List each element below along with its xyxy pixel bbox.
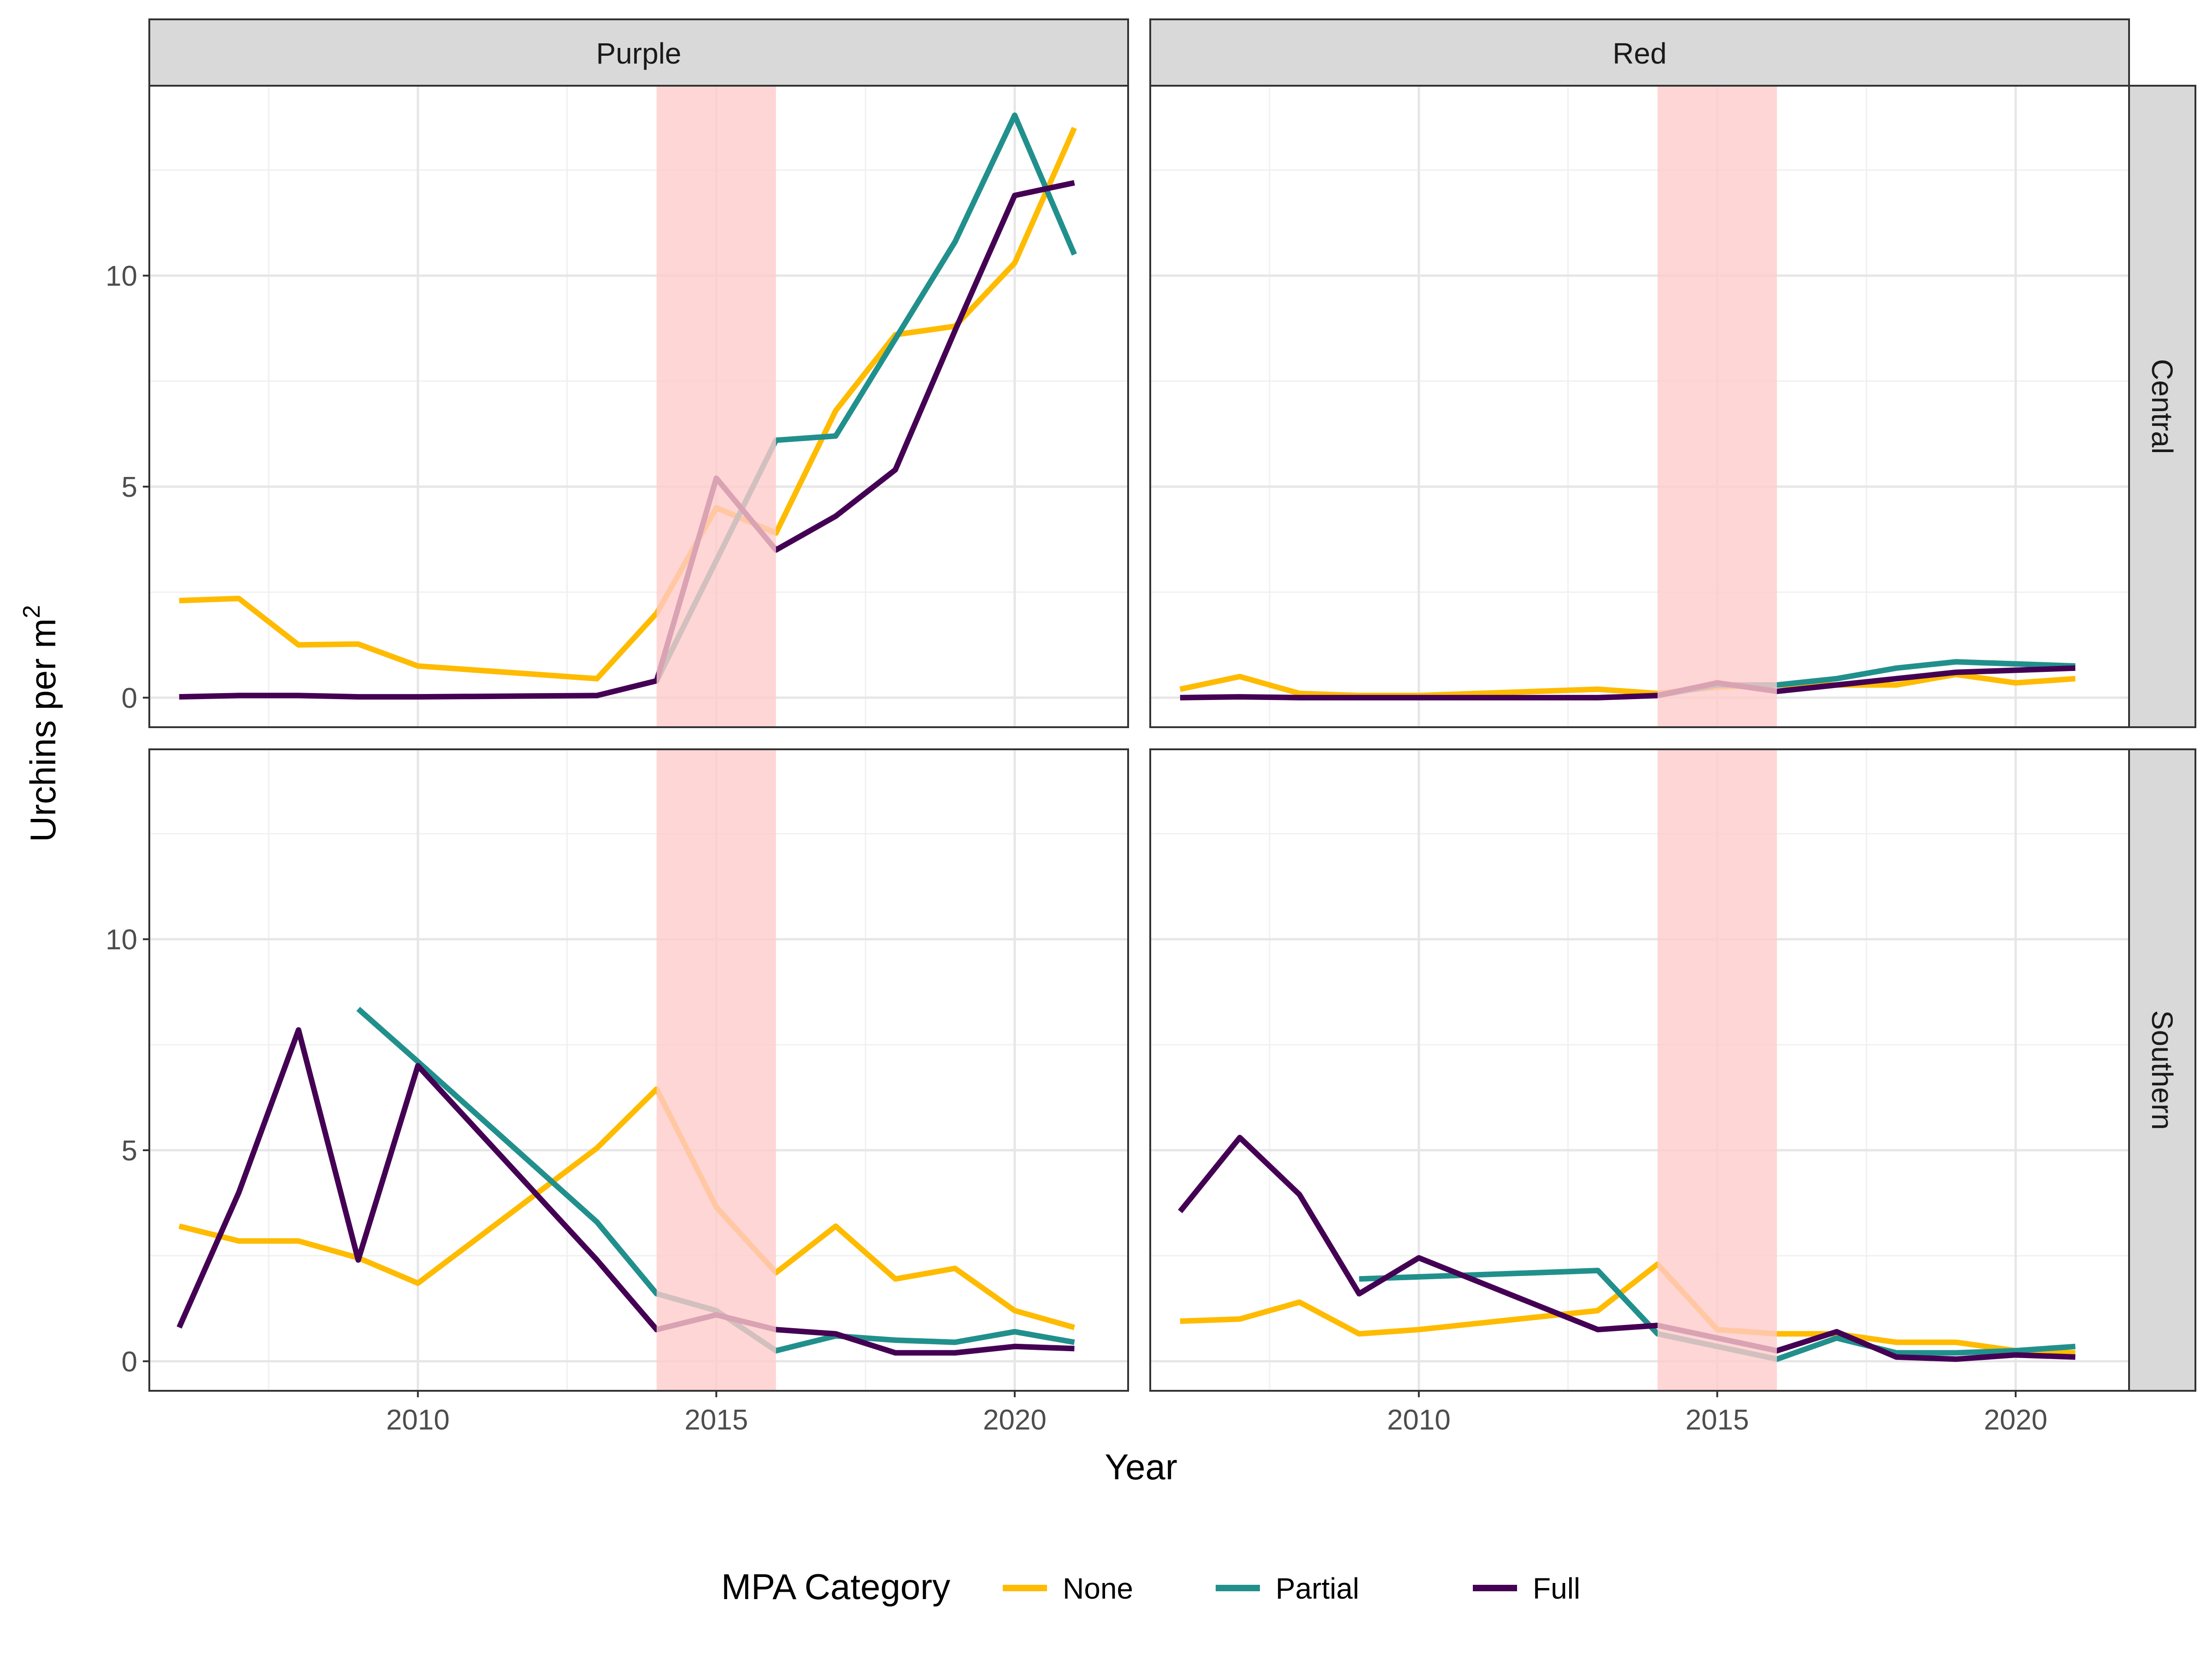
panel-border [148,748,1129,1392]
svg-text:Urchins per m2: Urchins per m2 [18,605,63,842]
strip-label-purple: Purple [596,37,682,70]
y-axis-label-superscript: 2 [18,605,45,618]
x-axis-label: Year [1105,1447,1177,1487]
series-line-partial [1359,1268,2076,1362]
shaded-interval [1657,749,1777,1391]
facet-panels [148,85,2130,1392]
panel-red-central [1149,85,2130,728]
strip-southern [2128,748,2196,1392]
panel-background [1150,749,2129,1391]
strip-purple [148,18,1129,87]
strip-label-southern: Southern [2146,1010,2179,1130]
y-axis-label-main: Urchins per m [23,618,63,842]
legend-label-partial: Partial [1276,1572,1359,1605]
y-tick-label: 0 [122,682,137,714]
strip-label-red: Red [1612,37,1666,70]
x-tick-label: 2010 [386,1404,450,1436]
x-tick-label: 2015 [684,1404,748,1436]
y-tick-label: 10 [106,924,137,956]
strip-label-central: Central [2146,359,2179,454]
shaded-interval [656,749,776,1391]
series-line-partial [356,1006,1075,1353]
y-tick-label: 0 [122,1346,137,1378]
shaded-interval [1657,86,1777,727]
strip-red [1149,18,2130,87]
y-axis-label: Urchins per m2 [18,605,63,842]
y-tick-label: 5 [122,1135,137,1167]
x-tick-label: 2010 [1387,1404,1451,1436]
x-tick-label: 2020 [1984,1404,2047,1436]
panel-red-southern [1149,748,2130,1392]
legend-label-full: Full [1533,1572,1580,1605]
x-tick-label: 2020 [983,1404,1047,1436]
y-tick-label: 10 [106,260,137,292]
panel-background [1150,86,2129,727]
x-tick-label: 2015 [1685,1404,1749,1436]
panel-purple-southern [148,748,1129,1392]
y-tick-label: 5 [122,471,137,503]
strip-central [2128,85,2196,728]
legend-label-none: None [1063,1572,1133,1605]
axes: 0 5 10 0 5 10 2010 2015 2020 2010 2015 2020 [106,260,2047,1436]
legend: MPA Category None Partial Full [721,1566,1580,1607]
facet-strips: Purple Red Central Southern [148,18,2196,1392]
panel-purple-central [148,85,1129,728]
panel-background [149,749,1128,1391]
shaded-interval [656,86,776,727]
panel-background [149,86,1128,727]
legend-title: MPA Category [721,1566,950,1607]
